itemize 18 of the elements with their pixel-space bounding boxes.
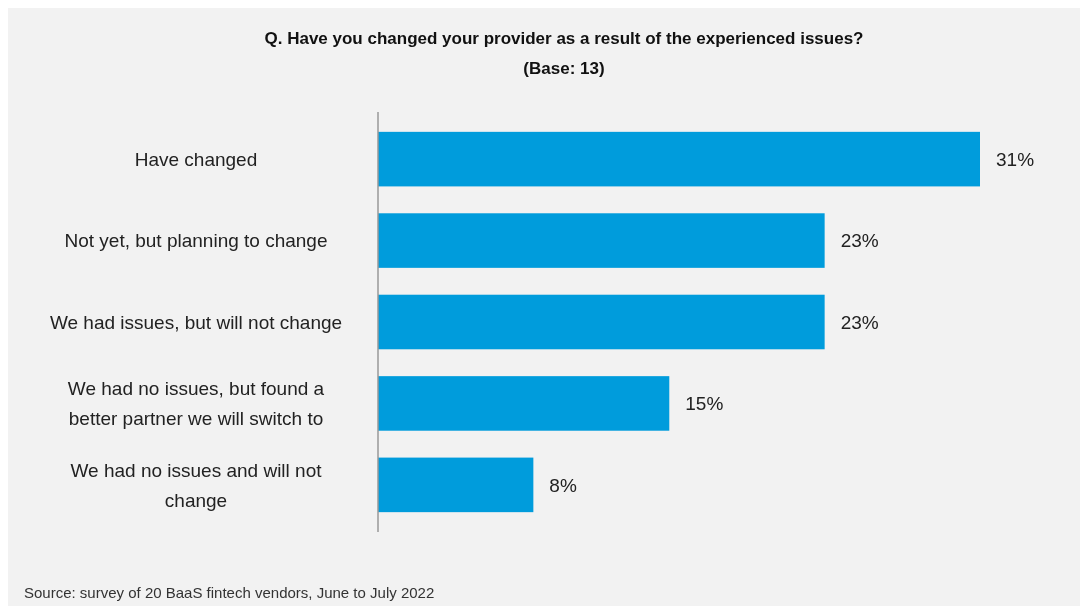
bar (378, 294, 825, 350)
bar (378, 213, 825, 268)
chart-subtitle: (Base: 13) (523, 59, 605, 78)
data-label: 15% (685, 393, 724, 415)
y-tick-label: We had no issues and will not change (70, 459, 323, 511)
data-label: 23% (840, 230, 879, 252)
y-tick-label: We had no issues, but found a better partner we will switch to (67, 378, 325, 430)
source-note: Source: survey of 20 BaaS fintech vendors, June to July 2022 (24, 584, 435, 601)
data-label: 23% (840, 311, 879, 333)
data-label: 8% (549, 474, 577, 496)
bar (378, 457, 534, 513)
y-tick-label: Have changed (134, 148, 258, 170)
bar (378, 376, 670, 431)
data-label: 31% (996, 148, 1035, 170)
chart-title: Q. Have you changed your provider as a result of the experienced issues? (264, 29, 864, 48)
y-tick-label: We had issues, but will not change (49, 311, 343, 333)
bar (378, 131, 980, 187)
y-tick-label: Not yet, but planning to change (64, 230, 328, 252)
